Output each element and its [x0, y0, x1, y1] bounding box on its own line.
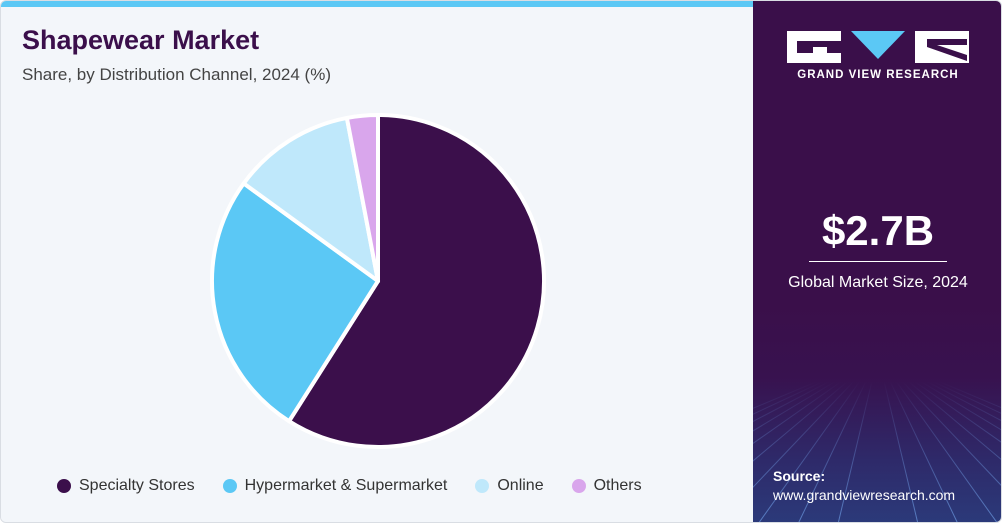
legend-item-specialty-stores: Specialty Stores — [57, 477, 195, 495]
divider — [809, 261, 947, 262]
chart-subtitle: Share, by Distribution Channel, 2024 (%) — [22, 65, 331, 84]
market-size-value: $2.7B — [821, 207, 935, 254]
legend-item-online: Online — [475, 477, 544, 495]
legend-swatch — [571, 479, 586, 493]
pie-slice-specialty-stores — [287, 113, 546, 449]
legend-swatch — [57, 479, 71, 493]
pie-slice-online — [241, 115, 380, 283]
source-label: Source: — [773, 468, 826, 484]
logo-text: GRAND VIEW RESEARCH — [797, 69, 959, 81]
source-link[interactable]: www.grandviewresearch.com — [773, 487, 956, 503]
grid-floor-decoration — [753, 381, 1001, 522]
market-size-label: Global Market Size, 2024 — [788, 274, 968, 291]
legend-item-others: Others — [571, 477, 642, 495]
pie-slice-hypermarket-supermarket — [210, 181, 380, 424]
grand-view-research-logo — [787, 31, 969, 63]
legend-label: Specialty Stores — [79, 477, 195, 494]
legend-item-hypermarket-supermarket: Hypermarket & Supermarket — [222, 477, 448, 495]
legend-swatch — [222, 479, 237, 493]
legend-label: Others — [593, 477, 642, 494]
legend-label: Online — [497, 477, 544, 494]
legend-label: Hypermarket & Supermarket — [244, 477, 448, 494]
chart-legend: Specialty Stores Hypermarket & Supermarke… — [57, 475, 670, 497]
pie-chart — [210, 113, 546, 449]
chart-title: Shapewear Market — [22, 25, 260, 55]
legend-swatch — [475, 479, 490, 493]
summary-panel: GRAND VIEW RESEARCH $2.7B Global Market … — [753, 1, 1001, 522]
accent-bar — [1, 1, 753, 7]
pie-slice-others — [344, 113, 380, 283]
